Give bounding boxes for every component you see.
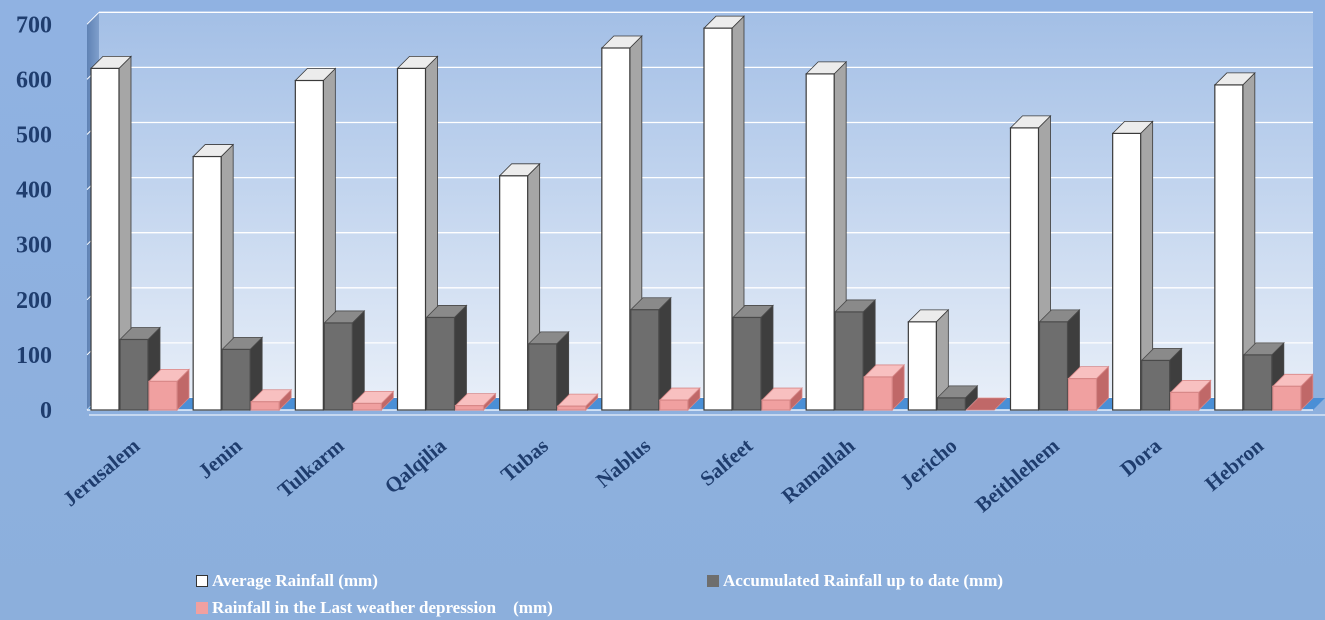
- bar-0: [907, 308, 950, 411]
- bar-front: [528, 343, 558, 411]
- bar-0: [703, 15, 745, 411]
- bar-1: [732, 304, 774, 411]
- bar-front: [192, 155, 222, 411]
- bar-0: [90, 55, 132, 411]
- bar-1: [221, 336, 264, 411]
- legend-item-accumulated[interactable]: Accumulated Rainfall up to date (mm): [707, 571, 1003, 591]
- bar-1: [1140, 347, 1183, 411]
- bar-front: [659, 399, 689, 411]
- bar-1: [936, 384, 979, 411]
- gridline-side: [86, 11, 100, 25]
- bar-2: [658, 387, 701, 411]
- bar-1: [425, 304, 468, 411]
- bar-front: [557, 405, 587, 411]
- bar-side: [454, 304, 467, 411]
- bar-1: [119, 326, 161, 411]
- bar-2: [863, 363, 906, 411]
- bar-2: [454, 392, 497, 411]
- bar-front: [805, 73, 835, 411]
- bar-front: [499, 175, 529, 411]
- bar-front: [732, 316, 762, 411]
- bar-front: [90, 67, 120, 411]
- bar-front: [396, 67, 427, 411]
- y-tick-label: 700: [16, 12, 52, 38]
- bar-1: [527, 330, 570, 411]
- bar-2: [1067, 365, 1110, 411]
- bar-2: [965, 397, 1008, 411]
- bar-front: [323, 322, 353, 411]
- bar-front: [863, 376, 893, 411]
- bar-front: [454, 404, 485, 411]
- bar-front: [352, 402, 382, 411]
- chart-legend: Average Rainfall (mm) Accumulated Rainfa…: [0, 565, 1325, 620]
- y-tick-label: 600: [16, 67, 52, 93]
- bar-front: [1009, 127, 1040, 411]
- bar-2: [761, 387, 803, 411]
- legend-swatch-accumulated: [707, 575, 719, 587]
- bar-front: [936, 397, 966, 411]
- y-tick-label: 400: [16, 178, 52, 204]
- bar-2: [148, 368, 190, 411]
- bar-front: [221, 348, 251, 411]
- y-tick-label: 100: [16, 343, 52, 369]
- bar-front: [1067, 377, 1098, 411]
- bar-2: [1271, 373, 1314, 411]
- y-tick-label: 300: [16, 233, 52, 259]
- bar-front: [834, 311, 864, 411]
- bar-2: [250, 388, 293, 411]
- bar-front: [703, 27, 733, 411]
- bar-flat: [965, 397, 1008, 411]
- bar-2: [556, 393, 599, 411]
- bar-front: [761, 399, 791, 411]
- bar-1: [323, 309, 366, 411]
- legend-swatch-last-depression: [196, 602, 208, 614]
- bar-front: [1038, 321, 1069, 411]
- bar-front: [148, 380, 178, 411]
- legend-swatch-average: [196, 575, 208, 587]
- bar-front: [630, 309, 660, 411]
- bar-2: [352, 390, 395, 411]
- bar-front: [1243, 354, 1273, 411]
- bar-front: [119, 338, 149, 411]
- legend-label-last-depression: Rainfall in the Last weather depression …: [212, 598, 553, 617]
- bar-front: [907, 321, 937, 411]
- bar-front: [1141, 359, 1171, 411]
- bar-front: [1272, 385, 1302, 411]
- y-tick-label: 200: [16, 288, 52, 314]
- legend-item-average[interactable]: Average Rainfall (mm): [196, 571, 378, 591]
- bar-front: [601, 47, 631, 411]
- bar-front: [1112, 132, 1142, 411]
- bar-front: [1170, 391, 1200, 411]
- legend-label-accumulated: Accumulated Rainfall up to date (mm): [723, 571, 1004, 590]
- y-tick-label: 0: [40, 398, 52, 424]
- bar-front: [1214, 84, 1244, 411]
- bar-front: [425, 316, 456, 411]
- legend-label-average: Average Rainfall (mm): [212, 571, 378, 590]
- bar-front: [250, 401, 280, 411]
- legend-item-last-depression[interactable]: Rainfall in the Last weather depression …: [196, 598, 553, 618]
- y-tick-label: 500: [16, 123, 52, 149]
- bar-1: [629, 296, 672, 411]
- bar-2: [1169, 379, 1212, 411]
- bar-front: [294, 79, 324, 411]
- bar-0: [1213, 71, 1256, 411]
